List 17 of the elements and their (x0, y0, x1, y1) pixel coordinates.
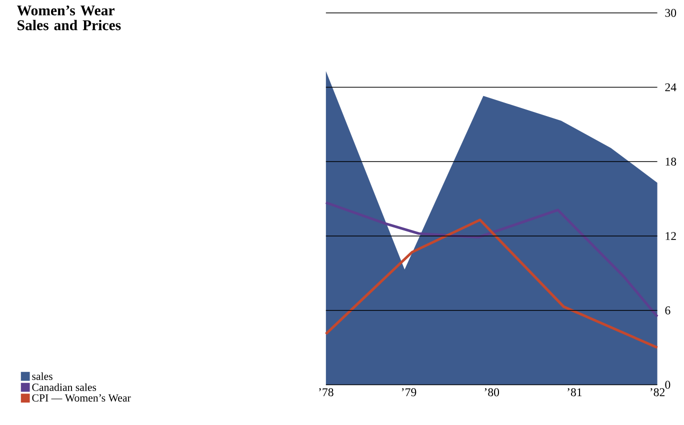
legend-label: CPI — Women’s Wear (32, 394, 131, 402)
x-tick-label: ’79 (402, 388, 416, 396)
legend-label: sales (32, 372, 52, 380)
legend-label: Canadian sales (32, 383, 96, 391)
y-tick-label: 0 (665, 380, 670, 389)
line-series (324, 218, 659, 349)
x-tick-label: ’82 (650, 388, 665, 396)
y-tick-label: 30 (665, 8, 676, 17)
y-tick-label: 18 (666, 157, 676, 166)
x-tick-label: ’81 (568, 388, 582, 396)
line-series (324, 201, 659, 318)
x-tick-label: ’78 (319, 388, 334, 396)
y-tick-label: 6 (665, 306, 670, 314)
text: Women’s Wear Sales and Prices (17, 5, 121, 30)
x-tick-label: ’80 (484, 388, 500, 396)
y-tick-label: 24 (665, 83, 676, 91)
y-tick-label: 12 (666, 232, 676, 240)
